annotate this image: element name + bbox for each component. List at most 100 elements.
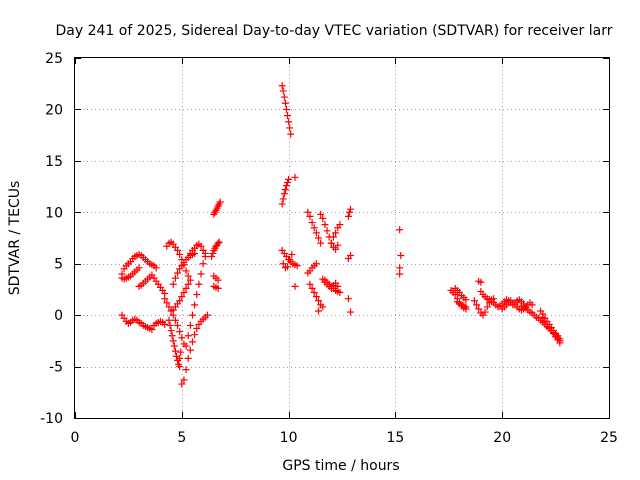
- data-point: [169, 280, 177, 288]
- data-point: [308, 219, 316, 227]
- plot-frame: [74, 57, 610, 419]
- data-point: [278, 200, 286, 208]
- x-tick-label: 25: [600, 430, 618, 446]
- x-tick-label: 0: [71, 430, 80, 446]
- data-point: [319, 303, 327, 311]
- data-point: [188, 338, 196, 346]
- data-point: [279, 87, 287, 95]
- series-track-n: [210, 282, 222, 292]
- series-track-d: [135, 271, 169, 298]
- data-point: [306, 212, 314, 220]
- series-track-q: [278, 82, 295, 138]
- data-point: [291, 282, 299, 290]
- data-point: [396, 226, 404, 234]
- series-track-aa: [306, 278, 342, 311]
- data-point: [282, 105, 290, 113]
- series-track-x: [317, 210, 342, 253]
- data-point: [178, 380, 186, 388]
- x-tick-label: 5: [177, 430, 186, 446]
- data-point: [180, 289, 188, 297]
- data-point: [209, 249, 217, 257]
- data-point: [199, 260, 207, 268]
- data-point: [347, 308, 355, 316]
- data-point: [286, 124, 294, 132]
- data-point: [332, 229, 340, 237]
- series-track-af: [344, 295, 352, 303]
- data-point: [284, 263, 292, 271]
- data-point: [165, 316, 173, 324]
- data-point: [556, 339, 564, 347]
- data-point: [451, 291, 459, 299]
- series-track-p: [210, 198, 224, 218]
- data-point: [161, 295, 169, 303]
- data-point: [336, 289, 344, 297]
- data-point: [176, 250, 184, 258]
- y-tick-label: 25: [45, 51, 63, 67]
- data-point: [188, 311, 196, 319]
- data-point: [279, 195, 287, 203]
- data-point: [310, 224, 318, 232]
- data-point: [176, 354, 184, 362]
- data-point: [182, 284, 190, 292]
- data-point: [396, 270, 404, 278]
- series-track-ab: [319, 275, 344, 297]
- series-track-g: [165, 316, 185, 369]
- data-point: [167, 327, 175, 335]
- grid-layer: [75, 58, 609, 418]
- x-tick-labels: 0 5 10 15 20 25: [71, 430, 618, 446]
- data-point: [281, 99, 289, 107]
- data-point: [163, 299, 171, 307]
- series-track-ah: [396, 226, 405, 278]
- series-track-f: [163, 238, 192, 280]
- data-point: [178, 334, 186, 342]
- data-point: [170, 342, 178, 350]
- data-point: [279, 260, 287, 268]
- data-point: [347, 205, 355, 213]
- series-track-ac: [315, 307, 323, 315]
- series-track-o: [208, 238, 223, 261]
- data-point: [169, 337, 177, 345]
- data-point: [280, 190, 288, 198]
- series-track-k: [182, 249, 209, 350]
- data-point: [174, 246, 182, 254]
- data-point: [176, 328, 184, 336]
- y-axis-title: SDTVAR / TECUs: [7, 181, 23, 296]
- data-point: [201, 253, 209, 261]
- series-track-ar: [539, 313, 564, 347]
- series-track-i: [169, 276, 194, 314]
- data-point: [203, 311, 211, 319]
- y-tick-label: 15: [45, 154, 63, 170]
- y-tick-labels: -10 -5 0 5 10 15 20 25: [40, 51, 63, 427]
- data-point: [191, 331, 199, 339]
- y-tick-label: 10: [45, 205, 63, 221]
- data-point: [208, 253, 216, 261]
- data-point: [286, 256, 294, 264]
- data-point: [176, 363, 184, 371]
- data-point: [197, 270, 205, 278]
- data-point: [291, 173, 299, 181]
- data-point: [293, 262, 301, 270]
- x-tick-label: 15: [386, 430, 404, 446]
- series-track-m: [210, 272, 222, 284]
- data-point: [329, 233, 337, 241]
- data-point: [197, 242, 205, 250]
- data-point: [319, 214, 327, 222]
- data-point: [195, 280, 203, 288]
- data-point: [332, 245, 340, 253]
- y-tick-label: -5: [49, 360, 63, 376]
- data-point: [315, 297, 323, 305]
- x-axis-title: GPS time / hours: [282, 458, 399, 474]
- series-track-ad: [344, 205, 355, 220]
- series-track-u: [279, 250, 296, 272]
- data-point: [473, 301, 481, 309]
- data-point: [317, 210, 325, 218]
- data-point: [281, 186, 289, 194]
- data-point: [528, 301, 536, 309]
- data-point: [462, 296, 470, 304]
- y-tick-label: -10: [40, 411, 63, 427]
- series-track-aj: [451, 284, 470, 304]
- data-point: [345, 208, 353, 216]
- data-point: [321, 221, 329, 229]
- data-point: [483, 303, 491, 311]
